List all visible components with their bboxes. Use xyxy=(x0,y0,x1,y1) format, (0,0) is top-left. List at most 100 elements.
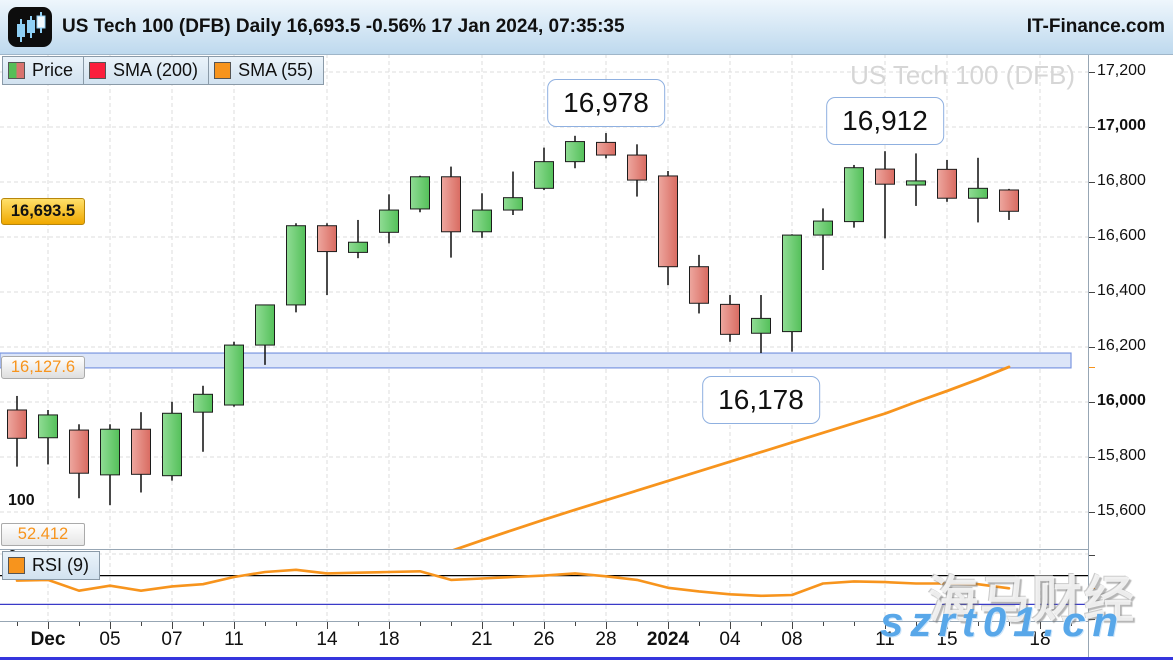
brand-link[interactable]: IT-Finance.com xyxy=(1026,16,1165,37)
candle-body xyxy=(472,209,492,233)
candle[interactable] xyxy=(255,304,275,365)
candle-body xyxy=(689,266,709,304)
time-axis-line xyxy=(0,621,1088,622)
time-axis-label: 07 xyxy=(161,629,183,650)
candle-body xyxy=(162,412,182,477)
price-axis-tick xyxy=(1089,237,1095,238)
legend-price-label: Price xyxy=(32,60,74,80)
candle[interactable] xyxy=(627,144,647,197)
rsi-legend: RSI (9) xyxy=(2,551,101,580)
candle[interactable] xyxy=(906,153,926,206)
price-axis-tick xyxy=(1089,182,1095,183)
price-axis[interactable]: 17,200 17,000 16,800 16,600 16,400 16,200 16,0… xyxy=(1088,54,1173,657)
candle[interactable] xyxy=(968,157,988,223)
candle[interactable] xyxy=(379,194,399,244)
time-axis-tick xyxy=(947,622,948,629)
time-axis-label: 26 xyxy=(533,629,555,650)
time-axis-minor-tick xyxy=(699,622,700,626)
candle[interactable] xyxy=(410,175,430,213)
sma55-line[interactable] xyxy=(451,365,1011,549)
candle[interactable] xyxy=(565,135,585,169)
price-axis-label: 15,600 xyxy=(1097,502,1146,519)
time-axis-minor-tick xyxy=(1071,622,1072,626)
legend-sma55-label: SMA (55) xyxy=(238,60,314,80)
candle[interactable] xyxy=(534,147,554,190)
time-axis-minor-tick xyxy=(513,622,514,626)
price-axis-label: 16,400 xyxy=(1097,282,1146,299)
candle[interactable] xyxy=(844,164,864,228)
legend-chip-rsi[interactable]: RSI (9) xyxy=(2,551,101,580)
candle[interactable] xyxy=(813,208,833,270)
time-axis-label: 15 xyxy=(936,629,958,650)
axis-tick xyxy=(1089,588,1095,590)
domain-watermark: szrt01.cn xyxy=(880,598,1126,645)
candle[interactable] xyxy=(751,295,771,354)
candle[interactable] xyxy=(193,385,213,452)
candle[interactable] xyxy=(7,395,27,467)
rsi-pane[interactable] xyxy=(0,549,1088,621)
candle[interactable] xyxy=(937,160,957,202)
time-axis-minor-tick xyxy=(265,622,266,626)
candle[interactable] xyxy=(472,193,492,238)
candle[interactable] xyxy=(720,295,740,342)
candle[interactable] xyxy=(162,401,182,481)
legend-chip-sma200[interactable]: SMA (200) xyxy=(84,56,210,85)
candle[interactable] xyxy=(317,223,337,296)
candle-body xyxy=(503,197,523,211)
sma55-price-tag: 16,127.6 xyxy=(1,355,85,379)
candle[interactable] xyxy=(875,151,895,239)
chart-title: US Tech 100 (DFB) Daily 16,693.5 -0.56% … xyxy=(62,16,625,37)
candle[interactable] xyxy=(441,166,461,258)
time-axis-minor-tick xyxy=(978,622,979,626)
time-axis-minor-tick xyxy=(451,622,452,626)
time-axis-label: 11 xyxy=(224,629,244,650)
pane-divider[interactable] xyxy=(0,549,1088,550)
candle-body xyxy=(658,175,678,268)
time-axis-minor-tick xyxy=(203,622,204,626)
price-pane[interactable] xyxy=(0,54,1088,549)
candle-body xyxy=(813,220,833,236)
axis-tick xyxy=(1089,555,1095,556)
time-axis-label: 2024 xyxy=(646,629,690,650)
candle[interactable] xyxy=(286,223,306,313)
candle-body xyxy=(7,409,27,439)
candle[interactable] xyxy=(658,171,678,286)
candle[interactable] xyxy=(782,234,802,352)
candle-body xyxy=(224,344,244,406)
price-axis-label: 16,600 xyxy=(1097,227,1146,244)
axis-tick xyxy=(1089,366,1095,368)
price-axis-tick xyxy=(1089,72,1095,73)
time-axis[interactable]: Dec 05 07 11 14 18 21 26 28 2024 04 08 11 15 18 xyxy=(0,622,1173,657)
time-axis-label: 18 xyxy=(1029,629,1051,650)
candle[interactable] xyxy=(348,219,368,259)
candle[interactable] xyxy=(503,171,523,215)
candle[interactable] xyxy=(69,424,89,499)
candle-body xyxy=(875,168,895,185)
legend-chip-sma55[interactable]: SMA (55) xyxy=(209,56,325,85)
rsi-line[interactable] xyxy=(15,568,1011,598)
candle[interactable] xyxy=(596,133,616,159)
sma200-swatch-icon xyxy=(89,62,107,79)
time-axis-tick xyxy=(606,622,607,629)
candle-body xyxy=(38,414,58,439)
price-axis-tick xyxy=(1089,347,1095,348)
time-axis-tick xyxy=(234,622,235,629)
time-axis-minor-tick xyxy=(823,622,824,626)
price-series-swatch-icon xyxy=(8,62,25,79)
candle[interactable] xyxy=(131,412,151,493)
candle-body xyxy=(906,180,926,186)
candle-body xyxy=(751,317,771,334)
main-legend: Price SMA (200) SMA (55) xyxy=(2,56,325,85)
time-axis-minor-tick xyxy=(854,622,855,626)
candle[interactable] xyxy=(38,409,58,465)
candle-body xyxy=(379,209,399,233)
candle[interactable] xyxy=(100,424,120,506)
candle-body xyxy=(255,304,275,346)
candle[interactable] xyxy=(999,188,1019,220)
candle[interactable] xyxy=(224,341,244,407)
price-axis-label: 17,200 xyxy=(1097,62,1146,79)
support-zone[interactable] xyxy=(0,352,1072,369)
candle[interactable] xyxy=(689,254,709,314)
time-axis-minor-tick xyxy=(17,622,18,626)
legend-chip-price[interactable]: Price xyxy=(2,56,85,85)
